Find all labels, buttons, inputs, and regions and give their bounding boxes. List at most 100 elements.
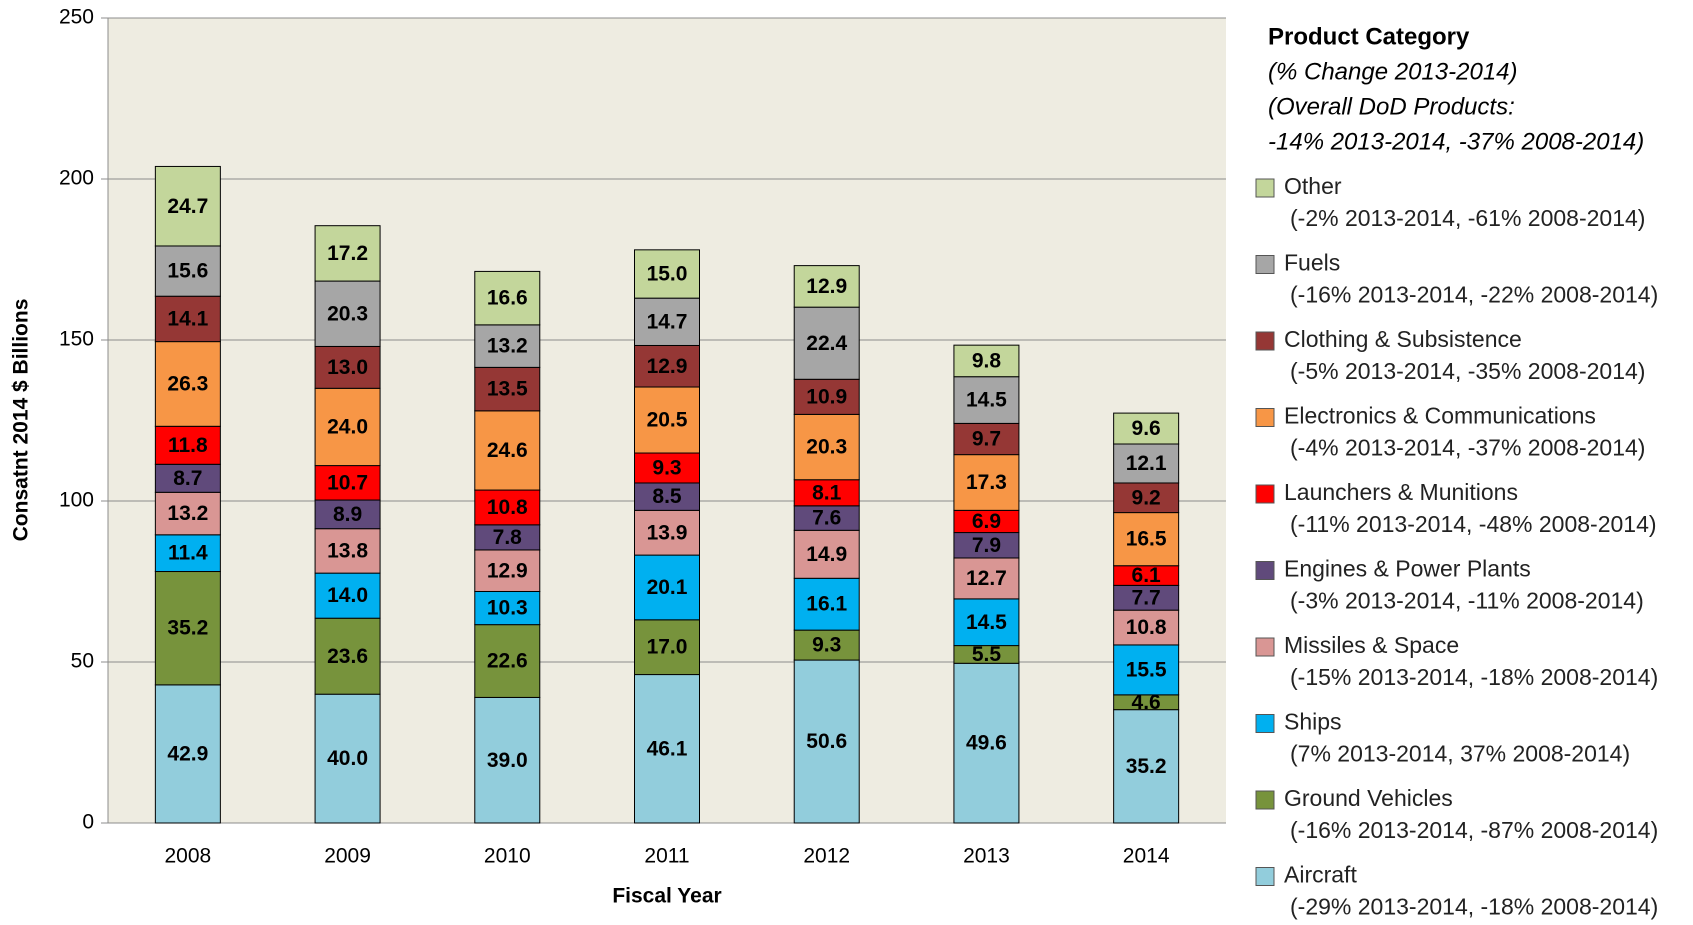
legend-label: Aircraft bbox=[1284, 862, 1357, 888]
bar-segment bbox=[314, 572, 381, 619]
value-label: 35.2 bbox=[167, 617, 208, 640]
value-label: 10.8 bbox=[1126, 616, 1167, 639]
legend-label: Ships bbox=[1284, 709, 1342, 735]
bar-segment bbox=[953, 662, 1020, 824]
bar-segment bbox=[1113, 609, 1180, 646]
legend-label: Clothing & Subsistence bbox=[1284, 326, 1522, 352]
legend-label: Ground Vehicles bbox=[1284, 785, 1453, 811]
legend-note: (-5% 2013-2014, -35% 2008-2014) bbox=[1290, 358, 1645, 384]
value-label: 20.1 bbox=[647, 576, 688, 599]
bar-segment bbox=[793, 306, 860, 380]
x-tick-label: 2014 bbox=[1123, 845, 1170, 868]
value-label: 9.2 bbox=[1132, 486, 1161, 509]
bar-segment bbox=[634, 386, 700, 454]
bar-segment bbox=[634, 674, 700, 824]
bar-segment bbox=[154, 491, 221, 536]
value-label: 7.8 bbox=[493, 526, 523, 549]
value-label: 12.9 bbox=[647, 355, 688, 378]
bar-segment bbox=[314, 225, 381, 282]
legend-label: Missiles & Space bbox=[1284, 632, 1459, 658]
legend-swatch bbox=[1255, 178, 1275, 198]
value-label: 9.3 bbox=[652, 457, 681, 480]
x-tick-label: 2008 bbox=[164, 845, 211, 868]
bar-segment bbox=[474, 590, 541, 626]
value-label: 4.6 bbox=[1132, 691, 1161, 714]
bar-segment bbox=[634, 452, 700, 484]
x-tick-label: 2012 bbox=[803, 845, 850, 868]
value-label: 8.9 bbox=[333, 503, 362, 526]
value-label: 11.4 bbox=[168, 542, 208, 565]
value-label: 35.2 bbox=[1126, 755, 1167, 778]
value-label: 16.5 bbox=[1126, 528, 1167, 551]
bar-segment bbox=[474, 270, 541, 326]
bar-segment bbox=[314, 499, 381, 530]
bar-segment bbox=[154, 684, 221, 824]
value-label: 9.3 bbox=[812, 634, 841, 657]
bar-segment bbox=[1113, 412, 1180, 445]
value-label: 8.1 bbox=[812, 481, 842, 504]
bar-segment bbox=[314, 465, 381, 501]
value-label: 14.5 bbox=[966, 611, 1007, 634]
legend-swatch bbox=[1255, 790, 1275, 810]
legend-note: (7% 2013-2014, 37% 2008-2014) bbox=[1290, 741, 1630, 767]
bar-segment bbox=[953, 557, 1020, 600]
bar-segment bbox=[953, 376, 1020, 424]
value-label: 13.5 bbox=[487, 378, 528, 401]
legend-label: Electronics & Communications bbox=[1284, 403, 1596, 429]
bar-segment bbox=[314, 528, 381, 574]
value-label: 6.1 bbox=[1132, 564, 1162, 587]
value-label: 12.7 bbox=[966, 567, 1007, 590]
value-label: 15.5 bbox=[1126, 658, 1167, 681]
legend-subtitle: (Overall DoD Products: bbox=[1268, 93, 1515, 120]
bar-segment bbox=[793, 505, 860, 531]
value-label: 46.1 bbox=[647, 737, 688, 760]
value-label: 24.7 bbox=[167, 195, 208, 218]
value-label: 15.6 bbox=[167, 260, 208, 283]
value-label: 9.8 bbox=[972, 349, 1002, 372]
legend-note: (-2% 2013-2014, -61% 2008-2014) bbox=[1290, 205, 1645, 231]
value-label: 14.1 bbox=[167, 307, 208, 330]
bar-segment bbox=[154, 295, 221, 343]
value-label: 42.9 bbox=[167, 742, 208, 765]
legend-label: Engines & Power Plants bbox=[1284, 556, 1531, 582]
legend-note: (-3% 2013-2014, -11% 2008-2014) bbox=[1290, 588, 1644, 614]
value-label: 10.8 bbox=[487, 496, 528, 519]
value-label: 12.9 bbox=[806, 275, 847, 298]
legend-swatch bbox=[1255, 331, 1275, 351]
value-label: 16.1 bbox=[806, 593, 847, 616]
bar-segment bbox=[474, 696, 541, 824]
value-label: 39.0 bbox=[487, 749, 528, 772]
legend-swatch bbox=[1255, 484, 1275, 504]
value-label: 22.4 bbox=[806, 332, 847, 355]
bar-segment bbox=[634, 509, 700, 556]
bar-segment bbox=[634, 249, 700, 299]
value-label: 14.9 bbox=[806, 543, 847, 566]
value-label: 23.6 bbox=[327, 645, 368, 668]
value-label: 15.0 bbox=[647, 263, 688, 286]
y-tick-label: 250 bbox=[59, 6, 94, 29]
legend-swatch bbox=[1255, 561, 1275, 580]
value-label: 10.7 bbox=[327, 471, 368, 494]
legend-swatch bbox=[1255, 408, 1275, 427]
legend-note: (-16% 2013-2014, -22% 2008-2014) bbox=[1290, 282, 1658, 308]
value-label: 22.6 bbox=[487, 650, 528, 673]
x-tick-label: 2013 bbox=[963, 845, 1010, 868]
x-tick-label: 2009 bbox=[324, 845, 371, 868]
y-tick-label: 0 bbox=[82, 811, 94, 834]
legend-swatch bbox=[1255, 255, 1275, 274]
bar-segment bbox=[314, 387, 381, 467]
value-label: 7.9 bbox=[972, 534, 1001, 557]
legend-swatch bbox=[1255, 867, 1275, 886]
value-label: 13.2 bbox=[487, 335, 528, 358]
bar-segment bbox=[314, 280, 381, 347]
value-label: 17.2 bbox=[327, 242, 368, 265]
value-label: 7.6 bbox=[812, 507, 841, 530]
legend-note: (-4% 2013-2014, -37% 2008-2014) bbox=[1290, 435, 1645, 461]
bar-segment bbox=[314, 345, 381, 389]
value-label: 20.3 bbox=[806, 436, 847, 459]
value-label: 10.3 bbox=[487, 597, 528, 620]
x-tick-label: 2010 bbox=[484, 845, 531, 868]
legend-label: Other bbox=[1284, 173, 1342, 199]
value-label: 10.9 bbox=[806, 385, 847, 408]
bar-segment bbox=[314, 617, 381, 695]
